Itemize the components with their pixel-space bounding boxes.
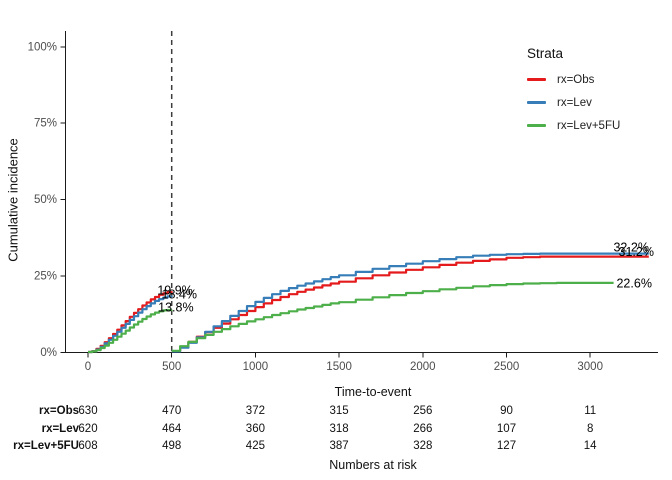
legend-line-swatch: [527, 124, 546, 127]
x-tick-label: 0: [85, 361, 91, 373]
x-tick-label: 3000: [577, 361, 603, 373]
y-tick-label: 0%: [40, 347, 57, 359]
x-tick-label: 500: [162, 361, 181, 373]
x-tick-label: 2500: [494, 361, 520, 373]
curve-value-label: 18.4%: [162, 287, 197, 301]
curve-rx-lev: [88, 295, 173, 354]
y-tick-label: 50%: [34, 194, 57, 206]
curve-rx-lev-5fu: [88, 308, 173, 354]
y-axis-title: Cumulative incidence: [5, 138, 21, 262]
curve-value-label: 22.6%: [616, 276, 651, 290]
x-tick-label: 1500: [326, 361, 352, 373]
curve-value-label: 32.2%: [613, 240, 648, 254]
x-tick-label: 2000: [410, 361, 436, 373]
legend-item-label: rx=Obs: [557, 73, 595, 86]
x-axis-title: Time-to-event: [334, 385, 412, 399]
legend-line-swatch: [527, 78, 546, 81]
y-tick-label: 75%: [34, 118, 57, 130]
legend-items: rx=Obs rx=Lev rx=Lev+5FU: [527, 68, 620, 137]
x-tick-label: 1000: [243, 361, 269, 373]
legend-item-rx-lev: rx=Lev: [527, 91, 620, 114]
legend-title: Strata: [527, 46, 564, 61]
curve-value-label: 31.2%: [619, 245, 654, 259]
curve-rx-obs: [171, 255, 649, 353]
y-tick-label: 100%: [28, 41, 57, 53]
legend-item-rx-lev-5fu: rx=Lev+5FU: [527, 114, 620, 137]
legend-item-label: rx=Lev+5FU: [557, 119, 621, 132]
curve-rx-lev-5fu: [171, 281, 614, 352]
curve-value-label: 13.8%: [158, 300, 193, 314]
legend-item-rx-obs: rx=Obs: [527, 68, 620, 91]
legend: Strata rx=Obs rx=Lev rx=Lev+5FU: [527, 46, 620, 137]
curve-rx-lev: [171, 252, 649, 353]
curve-value-label: 19.9%: [157, 283, 192, 297]
legend-item-label: rx=Lev: [557, 96, 592, 109]
y-tick-label: 25%: [34, 271, 57, 283]
risk-table-caption: Numbers at risk: [329, 458, 417, 472]
legend-line-swatch: [527, 101, 546, 104]
